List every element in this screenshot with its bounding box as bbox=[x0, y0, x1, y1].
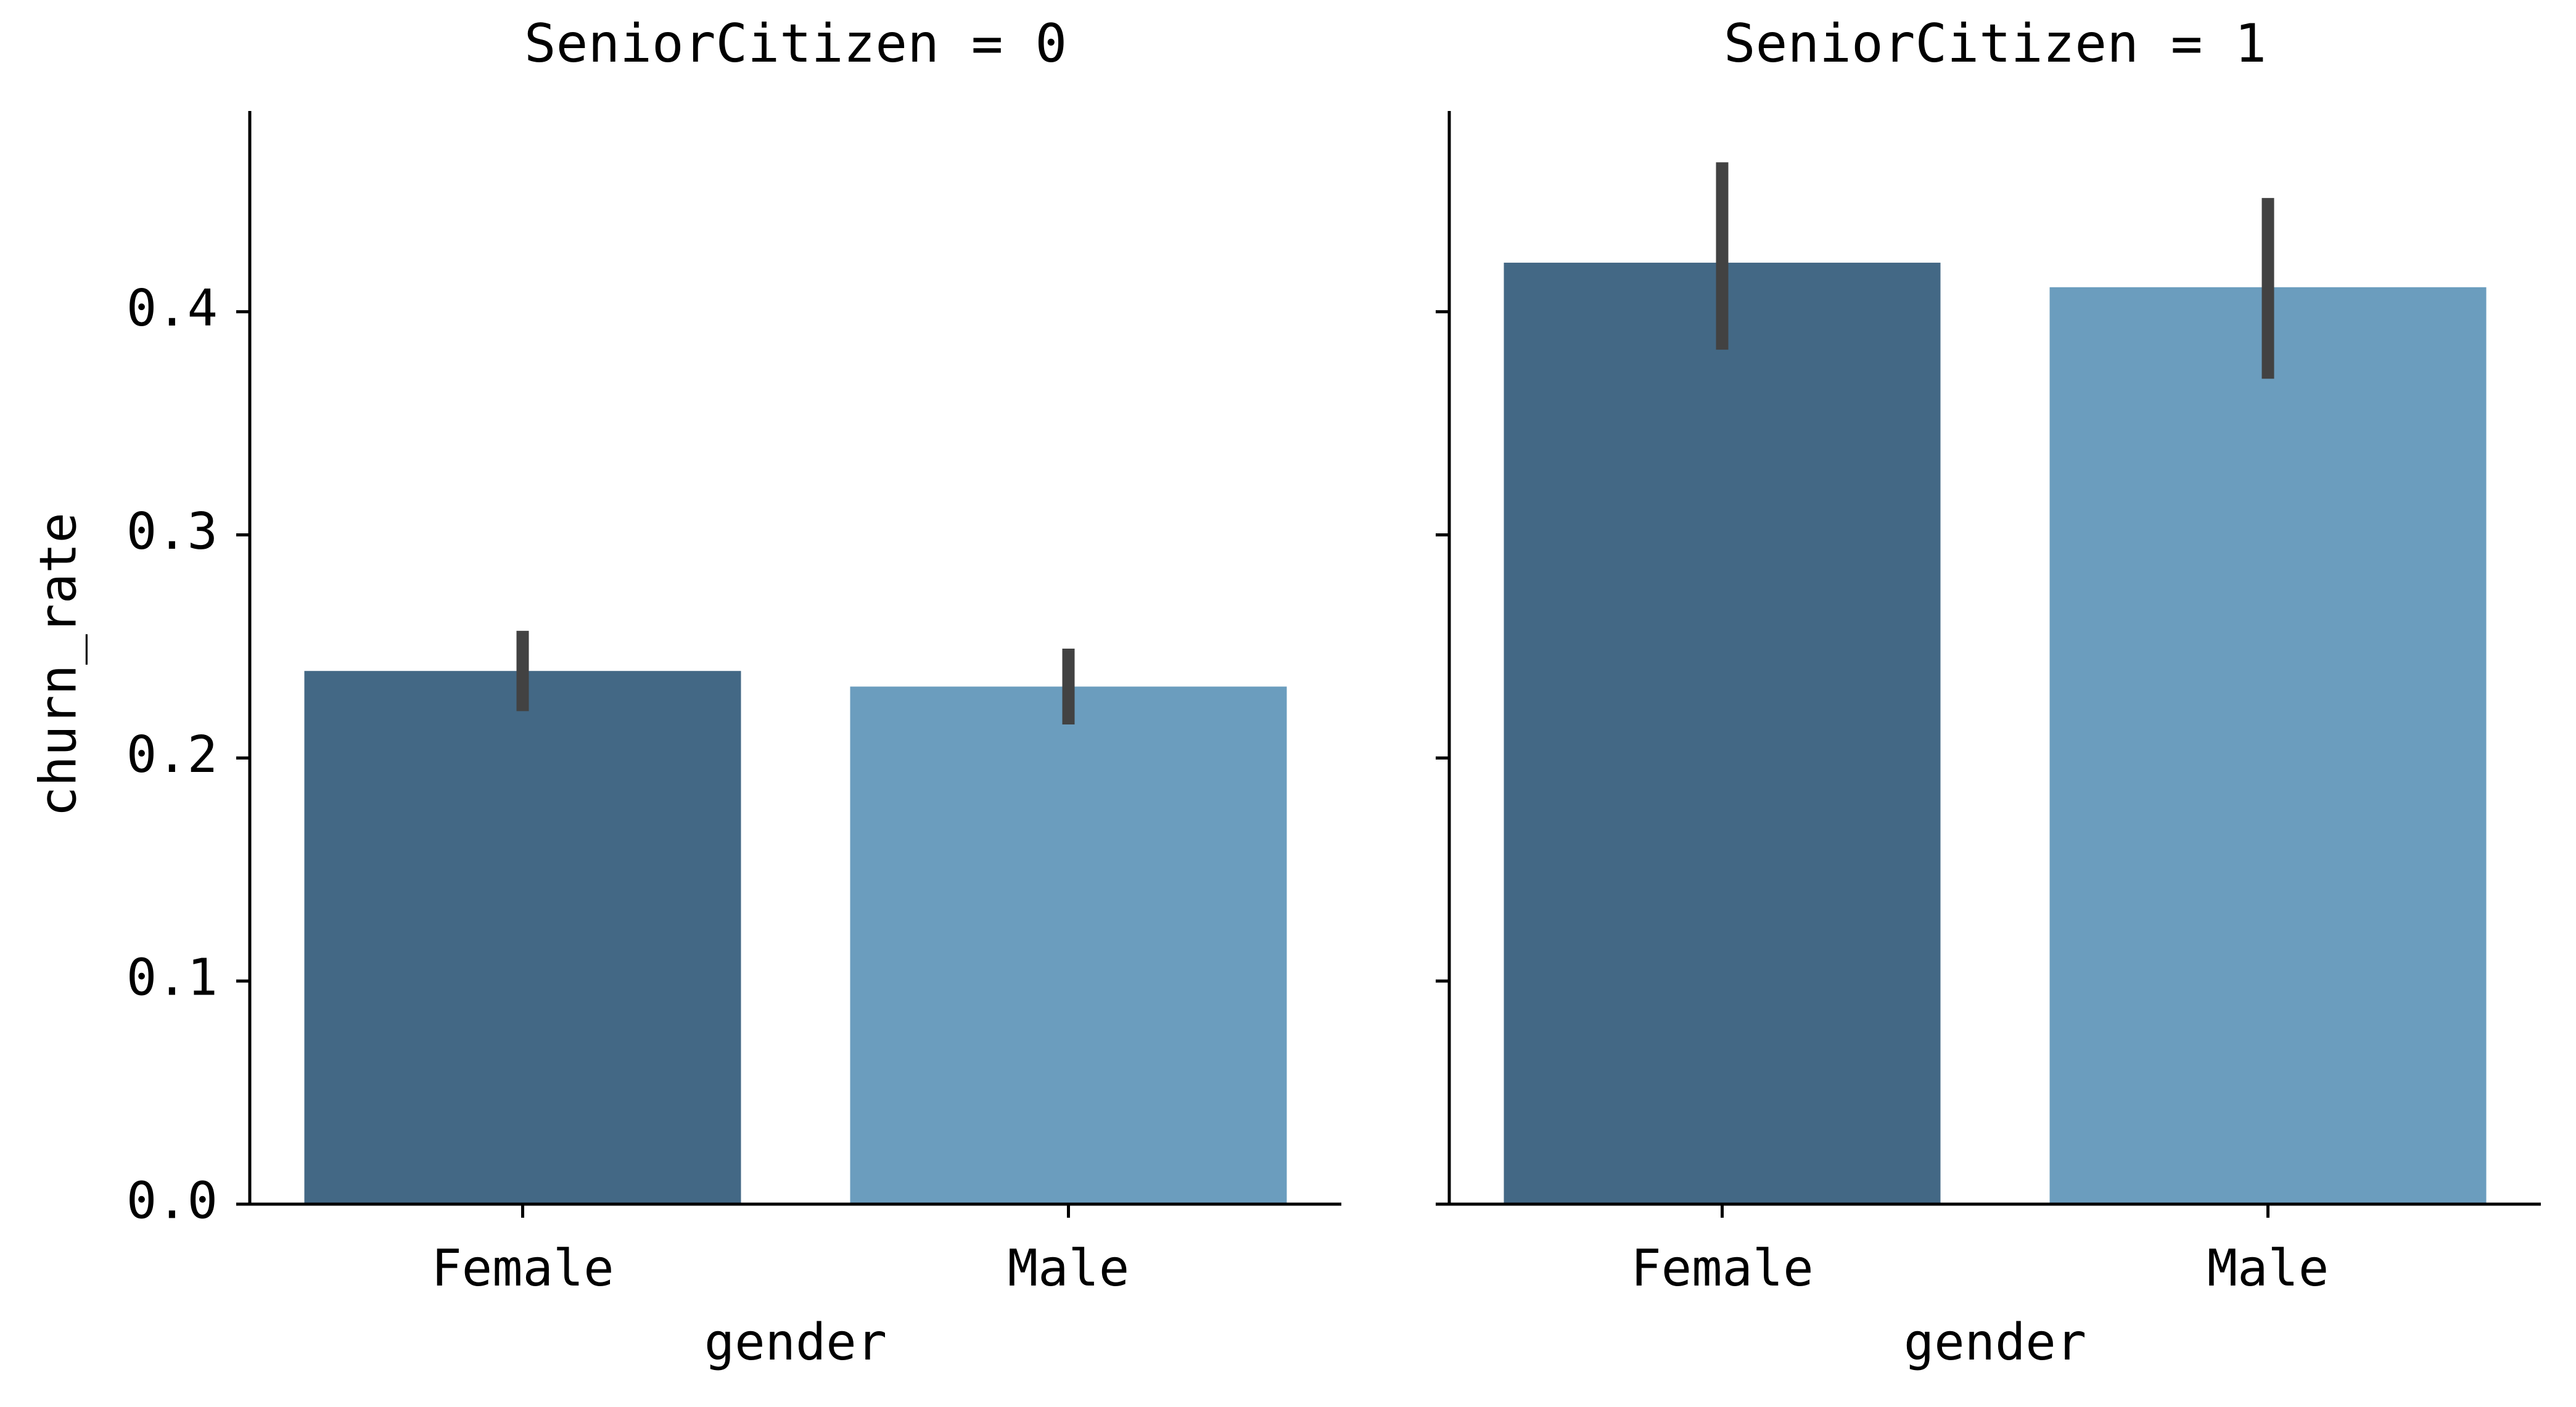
facet-title: SeniorCitizen = 0 bbox=[524, 13, 1067, 75]
bar-female bbox=[1504, 263, 1941, 1205]
y-tick-label: 0.2 bbox=[126, 726, 218, 784]
x-tick-label: Female bbox=[431, 1239, 614, 1298]
bar-male bbox=[850, 686, 1287, 1204]
y-tick-label: 0.1 bbox=[126, 949, 218, 1007]
y-axis-label: churn_rate bbox=[29, 512, 88, 817]
bar-male bbox=[2049, 287, 2487, 1204]
bar-female bbox=[304, 671, 741, 1204]
facet-panel-senior-1: SeniorCitizen = 1 Female Male gender bbox=[1436, 13, 2541, 1372]
y-tick-label: 0.0 bbox=[126, 1171, 218, 1230]
facet-panel-senior-0: SeniorCitizen = 0 Female Male gender 0.0 0.1 0… bbox=[126, 13, 1341, 1372]
x-tick-label: Female bbox=[1631, 1239, 1813, 1298]
x-axis-label: gender bbox=[704, 1313, 887, 1372]
y-tick-label: 0.3 bbox=[126, 502, 218, 561]
facet-title: SeniorCitizen = 1 bbox=[1724, 13, 2266, 75]
x-tick-label: Male bbox=[1008, 1239, 1129, 1298]
x-tick-label: Male bbox=[2207, 1239, 2329, 1298]
y-tick-label: 0.4 bbox=[126, 279, 218, 338]
x-axis-label: gender bbox=[1904, 1313, 2086, 1372]
